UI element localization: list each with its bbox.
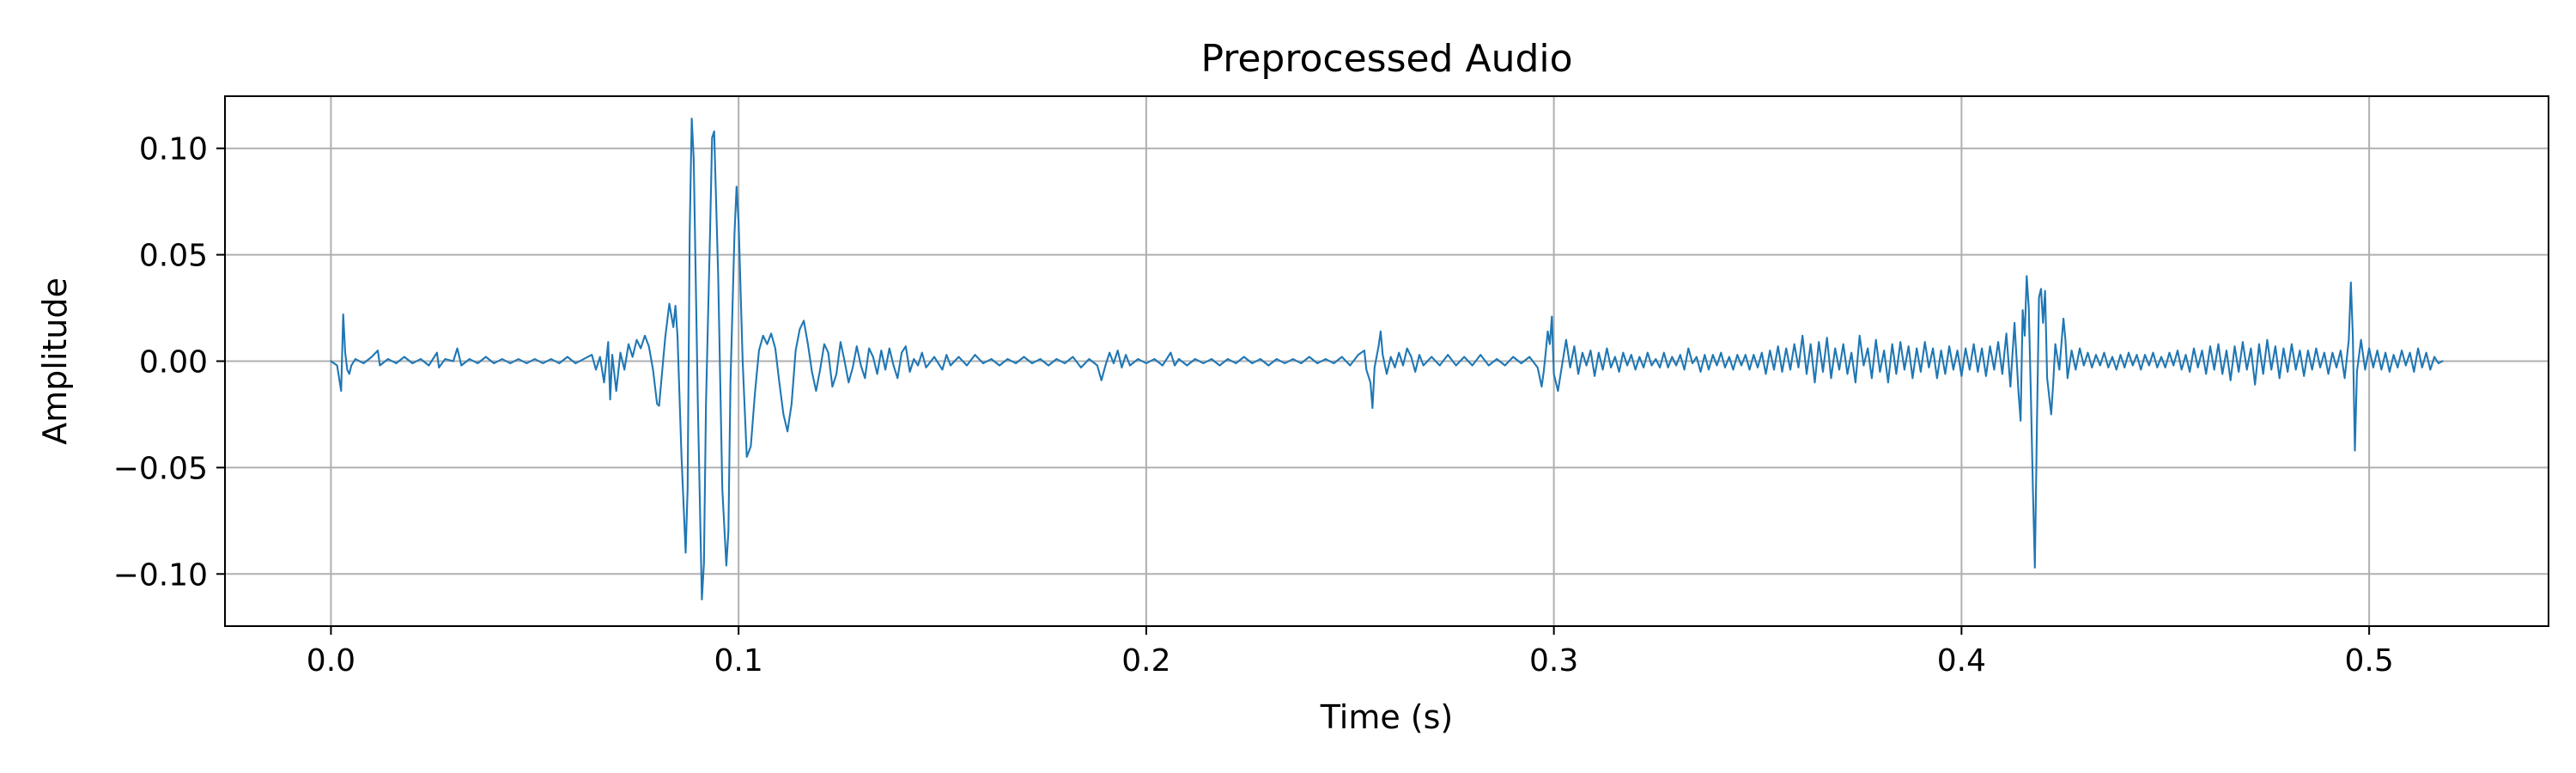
axis-ticks: 0.0 0.1 0.2 0.3 0.4 0.5 0.10 0.05 0.00 −0.05 −0.10 <box>113 132 2394 679</box>
y-tick-label: −0.10 <box>113 557 208 593</box>
x-tick-label: 0.5 <box>2344 643 2393 679</box>
plot-series <box>330 117 2444 601</box>
y-tick-label: 0.00 <box>139 345 208 380</box>
chart-title: Preprocessed Audio <box>1200 37 1572 81</box>
x-tick-label: 0.4 <box>1937 643 1986 679</box>
y-tick-label: −0.05 <box>113 451 208 486</box>
x-tick-label: 0.2 <box>1121 643 1170 679</box>
x-tick-label: 0.0 <box>307 643 355 679</box>
x-tick-label: 0.3 <box>1529 643 1578 679</box>
waveform-line <box>330 117 2444 601</box>
y-tick-label: 0.05 <box>139 239 208 274</box>
x-tick-label: 0.1 <box>714 643 763 679</box>
y-tick-label: 0.10 <box>139 132 208 167</box>
x-axis-label: Time (s) <box>1320 698 1454 736</box>
y-axis-label: Amplitude <box>36 277 74 445</box>
grid-lines <box>225 96 2549 626</box>
